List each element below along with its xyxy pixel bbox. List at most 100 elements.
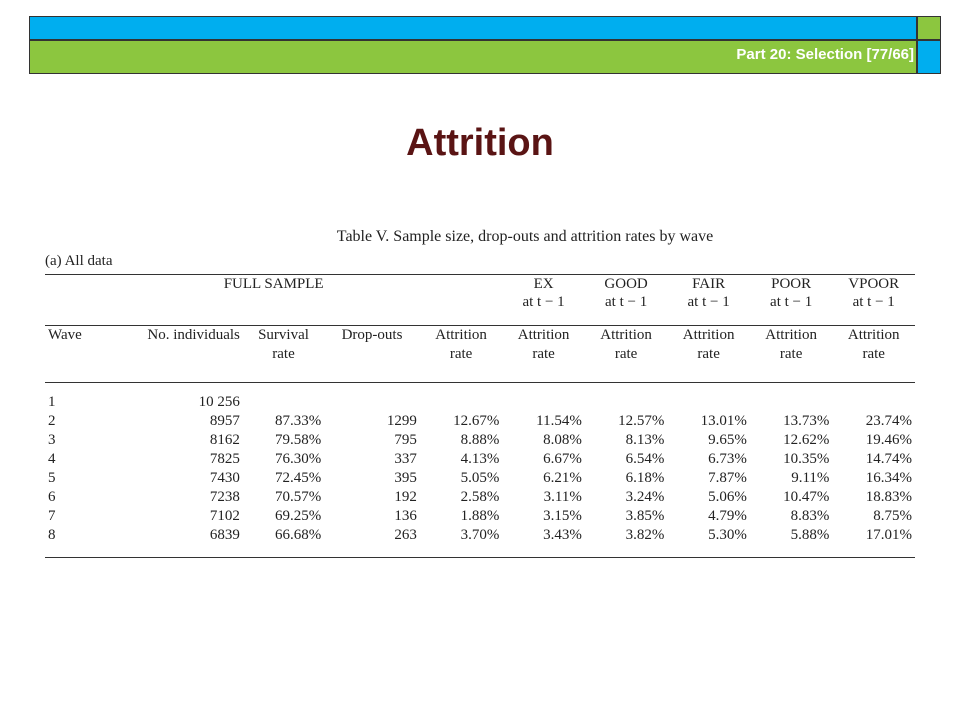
table-cell: 395 bbox=[394, 470, 417, 486]
table-cell: 7825 bbox=[209, 451, 240, 467]
header-top-bar bbox=[29, 16, 917, 40]
table-cell: 72.45% bbox=[274, 470, 322, 486]
table-cell: 3 bbox=[48, 432, 56, 448]
table-row: 4 7825 76.30% 337 4.13% 6.67% 6.54% 6.73% 10.35%… bbox=[45, 450, 915, 469]
table-subtitle: (a) All data bbox=[45, 253, 113, 269]
header-main-corner-square bbox=[917, 40, 941, 74]
table-cell: 5.05% bbox=[460, 470, 500, 486]
col-attrition-rate-good: Attrition rate bbox=[584, 325, 668, 383]
group-label: POOR bbox=[771, 276, 812, 292]
group-label: GOOD bbox=[604, 276, 648, 292]
group-header-row: FULL SAMPLE EX at t − 1 GOOD at t − 1 FAIR… bbox=[45, 275, 915, 326]
table-row: 2 8957 87.33% 1299 12.67% 11.54% 12.57% 13.01% 1… bbox=[45, 412, 915, 431]
table-cell: 6 bbox=[48, 489, 56, 505]
table-cell: 6.18% bbox=[625, 470, 665, 486]
group-full-sample-label: FULL SAMPLE bbox=[223, 276, 324, 292]
table-cell: 5.88% bbox=[790, 527, 830, 543]
table-cell: 3.24% bbox=[625, 489, 665, 505]
group-sublabel: at t − 1 bbox=[605, 294, 648, 310]
table-cell: 13.01% bbox=[700, 413, 747, 429]
table-cell: 76.30% bbox=[274, 451, 322, 467]
table-cell: 6.67% bbox=[543, 451, 582, 467]
col-no-individuals: No. individuals bbox=[101, 325, 243, 383]
table-cell bbox=[324, 383, 420, 413]
table-cell bbox=[832, 383, 915, 413]
table-cell: 87.33% bbox=[274, 413, 322, 429]
table-cell: 10 256 bbox=[198, 394, 240, 410]
table-cell: 136 bbox=[394, 508, 417, 524]
table-cell: 5.30% bbox=[708, 527, 747, 543]
column-header-row: Wave No. individuals Survival rate Drop-o… bbox=[45, 325, 915, 383]
table-cell: 263 bbox=[394, 527, 417, 543]
table-cell: 337 bbox=[394, 451, 417, 467]
table-cell: 5 bbox=[48, 470, 56, 486]
table-cell: 11.54% bbox=[536, 413, 582, 429]
group-poor: POOR at t − 1 bbox=[750, 275, 833, 326]
table-cell: 79.58% bbox=[274, 432, 322, 448]
table-cell bbox=[750, 383, 833, 413]
group-sublabel: at t − 1 bbox=[687, 294, 730, 310]
col-label: No. individuals bbox=[147, 327, 240, 343]
group-vpoor: VPOOR at t − 1 bbox=[832, 275, 915, 326]
table-cell: 6.73% bbox=[708, 451, 747, 467]
table-cell: 8.83% bbox=[790, 508, 830, 524]
table-cell: 2 bbox=[48, 413, 56, 429]
table-cell: 7102 bbox=[209, 508, 240, 524]
col-wave: Wave bbox=[45, 325, 102, 383]
table-cell bbox=[667, 383, 750, 413]
table-row: 1 10 256 bbox=[45, 383, 915, 413]
table-row: 7 7102 69.25% 136 1.88% 3.15% 3.85% 4.79% 8.83% 8… bbox=[45, 507, 915, 526]
table-cell bbox=[502, 383, 585, 413]
table-cell: 14.74% bbox=[865, 451, 912, 467]
table-caption: Table V. Sample size, drop-outs and attr… bbox=[336, 228, 714, 245]
table-cell: 5.06% bbox=[708, 489, 747, 505]
col-label: Wave bbox=[48, 327, 82, 343]
col-attrition-rate-ex: Attrition rate bbox=[502, 325, 585, 383]
header-main-bar bbox=[29, 40, 917, 74]
table-cell: 8.08% bbox=[543, 432, 582, 448]
table-row: 8 6839 66.68% 263 3.70% 3.43% 3.82% 5.30% 5.88% 1… bbox=[45, 526, 915, 558]
table-cell: 8.13% bbox=[625, 432, 665, 448]
table-cell: 2.58% bbox=[460, 489, 500, 505]
table-cell: 3.70% bbox=[460, 527, 500, 543]
table-cell: 1 bbox=[48, 394, 56, 410]
table-cell: 795 bbox=[394, 432, 417, 448]
table-body: 1 10 256 2 8957 87.33% 1299 12.67% 11.54% 12.57%… bbox=[45, 383, 915, 558]
col-attrition-rate-full: Attrition rate bbox=[419, 325, 503, 383]
table-cell: 8 bbox=[48, 527, 56, 543]
table-cell: 192 bbox=[394, 489, 417, 505]
col-attrition-rate-fair: Attrition rate bbox=[667, 325, 750, 383]
table-cell: 70.57% bbox=[274, 489, 322, 505]
col-label: Attrition bbox=[517, 327, 570, 343]
table-cell: 1299 bbox=[386, 413, 417, 429]
col-sublabel: rate bbox=[614, 346, 638, 362]
table-cell: 3.85% bbox=[625, 508, 665, 524]
table-cell: 6.54% bbox=[625, 451, 665, 467]
table-cell: 1.88% bbox=[460, 508, 500, 524]
table-cell: 3.43% bbox=[543, 527, 582, 543]
table-cell bbox=[243, 383, 324, 413]
table-cell: 4.79% bbox=[708, 508, 747, 524]
table-cell: 4 bbox=[48, 451, 56, 467]
col-label: Attrition bbox=[765, 327, 817, 343]
table-cell: 17.01% bbox=[865, 527, 912, 543]
table-cell: 12.62% bbox=[783, 432, 830, 448]
table-cell: 66.68% bbox=[274, 527, 322, 543]
table-cell: 10.35% bbox=[783, 451, 830, 467]
attrition-table: FULL SAMPLE EX at t − 1 GOOD at t − 1 FAIR… bbox=[45, 274, 915, 558]
slide-title: Attrition bbox=[406, 122, 554, 164]
attrition-table-figure: Table V. Sample size, drop-outs and attr… bbox=[45, 226, 915, 558]
group-label: EX bbox=[533, 276, 554, 292]
col-sublabel: rate bbox=[272, 346, 295, 362]
group-fair: FAIR at t − 1 bbox=[667, 275, 750, 326]
col-label: Attrition bbox=[600, 327, 652, 343]
table-cell: 69.25% bbox=[274, 508, 322, 524]
table-row: 5 7430 72.45% 395 5.05% 6.21% 6.18% 7.87% 9.11% 1… bbox=[45, 469, 915, 488]
header-part-label: Part 20: Selection [77/66] bbox=[736, 46, 914, 63]
group-sublabel: at t − 1 bbox=[522, 294, 565, 310]
group-sublabel: at t − 1 bbox=[770, 294, 813, 310]
table-cell: 9.11% bbox=[791, 470, 830, 486]
col-sublabel: rate bbox=[697, 346, 720, 362]
table-cell: 8957 bbox=[209, 413, 240, 429]
header-top-corner-square bbox=[917, 16, 941, 40]
